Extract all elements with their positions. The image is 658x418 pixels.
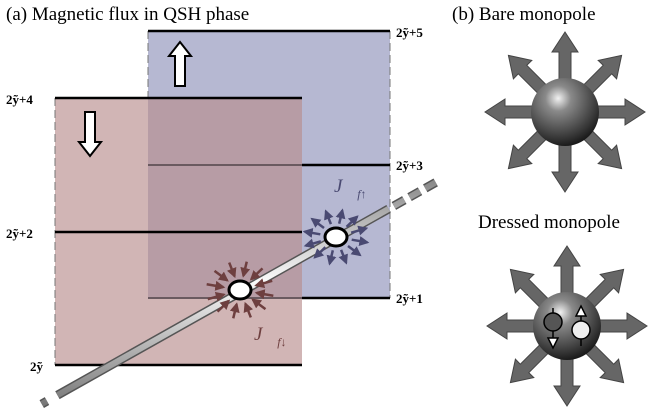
current-symbol: J⃗ xyxy=(254,324,277,345)
field-arrow xyxy=(593,99,645,125)
level-label: 2ỹ+1 xyxy=(396,291,423,306)
field-arrow xyxy=(485,99,537,125)
dressed-title: Dressed monopole xyxy=(478,212,620,233)
panel-b-title: (b) Bare monopole xyxy=(452,4,596,25)
panel-a: (a) Magnetic flux in QSH phase 2ỹ+5 2ỹ+4… xyxy=(6,4,440,405)
spin-down-ball xyxy=(544,313,562,331)
current-subscript: f↑ xyxy=(357,187,366,201)
level-label: 2ỹ+5 xyxy=(396,25,423,40)
field-arrow xyxy=(487,313,539,339)
current-subscript: f↓ xyxy=(277,335,286,349)
figure: (a) Magnetic flux in QSH phase 2ỹ+5 2ỹ+4… xyxy=(0,0,658,418)
field-arrow xyxy=(554,354,580,406)
monopole-sphere xyxy=(533,292,601,360)
vortex xyxy=(229,281,251,299)
current-symbol: J⃗ xyxy=(334,176,357,197)
vortex xyxy=(325,228,347,246)
field-arrow xyxy=(552,32,578,84)
panel-b: (b) Bare monopole Dressed monopole xyxy=(452,4,647,406)
panel-a-title: (a) Magnetic flux in QSH phase xyxy=(6,4,249,25)
monopole-sphere xyxy=(531,78,599,146)
level-label: 2ỹ+2 xyxy=(6,226,33,241)
spin-up-ball xyxy=(572,321,590,339)
field-arrow xyxy=(554,246,580,298)
level-label: 2ỹ+3 xyxy=(396,158,423,173)
level-label: 2ỹ xyxy=(30,359,44,374)
level-label: 2ỹ+4 xyxy=(6,92,33,107)
field-arrow xyxy=(552,140,578,192)
field-arrow xyxy=(595,313,647,339)
